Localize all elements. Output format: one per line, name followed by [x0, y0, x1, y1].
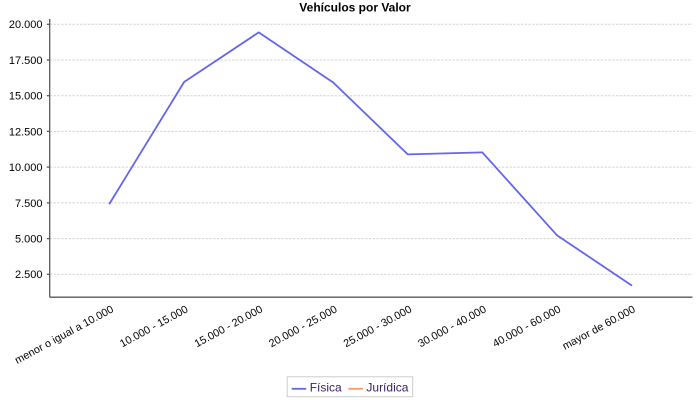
- svg-text:15.000 - 20.000: 15.000 - 20.000: [193, 303, 265, 350]
- svg-text:17.500: 17.500: [9, 55, 43, 67]
- svg-text:7.500: 7.500: [15, 198, 43, 210]
- svg-text:2.500: 2.500: [15, 269, 43, 281]
- svg-text:30.000 - 40.000: 30.000 - 40.000: [416, 303, 488, 350]
- svg-text:10.000: 10.000: [9, 162, 43, 174]
- svg-text:menor o igual a 10.000: menor o igual a 10.000: [13, 303, 116, 366]
- svg-text:12.500: 12.500: [9, 126, 43, 138]
- svg-text:Jurídica: Jurídica: [366, 381, 408, 395]
- svg-text:15.000: 15.000: [9, 91, 43, 103]
- svg-text:5.000: 5.000: [15, 234, 43, 246]
- svg-text:40.000 - 60.000: 40.000 - 60.000: [491, 303, 563, 350]
- svg-text:20.000: 20.000: [9, 19, 43, 31]
- svg-text:10.000 - 15.000: 10.000 - 15.000: [118, 303, 190, 350]
- svg-text:20.000 - 25.000: 20.000 - 25.000: [267, 303, 339, 350]
- svg-text:Vehículos por Valor: Vehículos por Valor: [299, 1, 411, 15]
- svg-text:25.000 - 30.000: 25.000 - 30.000: [342, 303, 414, 350]
- svg-text:mayor de 60.000: mayor de 60.000: [561, 303, 638, 352]
- svg-text:Física: Física: [310, 381, 342, 395]
